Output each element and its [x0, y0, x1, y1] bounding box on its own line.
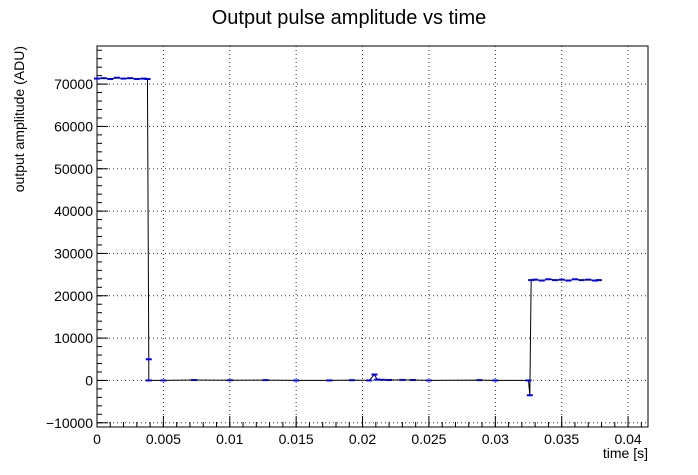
y-tick-label: 20000: [54, 288, 93, 304]
x-axis-label: time [s]: [603, 445, 648, 461]
x-tick-label: 0.035: [544, 431, 579, 447]
series-0-point: [160, 379, 167, 382]
series-0-point: [526, 394, 533, 397]
series-0-point: [591, 279, 598, 282]
x-tick-label: 0.025: [411, 431, 446, 447]
series-0-point: [348, 379, 355, 382]
series-0-point: [399, 378, 406, 381]
series-0-point: [127, 77, 134, 80]
series-0-point: [585, 278, 592, 281]
series-0-point: [120, 77, 127, 80]
y-tick-label: −10000: [46, 415, 93, 431]
series-layer: [94, 76, 602, 397]
series-0-point: [379, 378, 386, 381]
x-tick-label: 0.005: [146, 431, 181, 447]
grid-lines: [96, 46, 648, 427]
series-0-point: [140, 77, 147, 80]
y-tick-label: 10000: [54, 330, 93, 346]
x-tick-label: 0.02: [349, 431, 376, 447]
series-0-point: [538, 279, 545, 282]
series-0-line: [96, 77, 599, 396]
series-0-point: [113, 76, 120, 79]
series-0-point: [262, 379, 269, 382]
series-0-point: [410, 379, 416, 382]
y-axis-label: output amplitude (ADU): [11, 46, 27, 192]
series-0-point: [371, 373, 378, 376]
series-0-point: [525, 379, 532, 382]
x-tick-label: 0.015: [279, 431, 314, 447]
series-0-point: [578, 279, 585, 282]
series-0-point: [94, 77, 100, 80]
series-0-point: [226, 379, 233, 382]
y-tick-label: 60000: [54, 118, 93, 134]
x-tick-label: 0.04: [614, 431, 641, 447]
series-0-point: [293, 379, 300, 382]
series-0-point: [366, 379, 373, 382]
series-0-point: [100, 77, 107, 80]
series-0-point: [144, 78, 151, 81]
series-0-point: [107, 78, 114, 81]
y-tick-label: 70000: [54, 76, 93, 92]
y-tick-label: 50000: [54, 161, 93, 177]
series-0-point: [532, 278, 539, 281]
plot-frame: [96, 45, 649, 428]
series-0-point: [492, 379, 499, 382]
series-0-point: [386, 379, 393, 382]
series-0-point: [476, 379, 483, 382]
series-0-point: [425, 379, 432, 382]
series-0-point: [326, 379, 333, 382]
y-tick-label: 40000: [54, 203, 93, 219]
series-0-point: [595, 279, 602, 282]
series-0-point: [545, 278, 552, 281]
series-0-point: [558, 278, 565, 281]
series-0-point: [374, 378, 381, 381]
axis-tick-labels: 0 0.005 0.01 0.015 0.02 0.025 0.03 0.035 0.04 −10…: [46, 76, 642, 447]
series-0-point: [552, 279, 559, 282]
x-tick-label: 0: [93, 431, 101, 447]
axis-ticks: [96, 49, 642, 427]
chart-title: Output pulse amplitude vs time: [212, 7, 487, 29]
series-0-point: [190, 379, 197, 382]
y-tick-label: 30000: [54, 245, 93, 261]
x-tick-label: 0.03: [482, 431, 509, 447]
x-tick-label: 0.01: [216, 431, 243, 447]
y-tick-label: 0: [85, 372, 93, 388]
series-0-point: [133, 78, 140, 81]
series-0-point: [528, 279, 535, 282]
series-0-point: [145, 379, 152, 382]
series-0-point: [571, 278, 578, 281]
series-0-point: [565, 279, 572, 282]
series-0-point: [145, 358, 152, 361]
